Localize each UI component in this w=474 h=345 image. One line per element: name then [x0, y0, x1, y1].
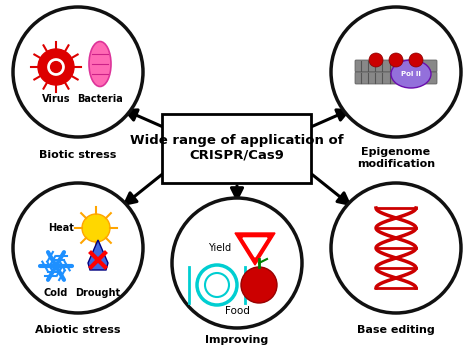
Text: Food: Food — [225, 306, 249, 316]
Polygon shape — [243, 238, 267, 257]
Circle shape — [241, 267, 277, 303]
Text: Epigenome
modification: Epigenome modification — [357, 147, 435, 169]
Text: Virus: Virus — [42, 94, 70, 104]
FancyBboxPatch shape — [355, 60, 437, 72]
Ellipse shape — [391, 60, 431, 88]
Circle shape — [331, 183, 461, 313]
Polygon shape — [235, 233, 275, 265]
Text: Yield: Yield — [208, 243, 231, 253]
Text: Drought: Drought — [75, 288, 120, 298]
Text: Pol II: Pol II — [401, 71, 421, 77]
Text: Base editing: Base editing — [357, 325, 435, 335]
Circle shape — [51, 62, 62, 72]
Text: Wide range of application of
CRISPR/Cas9: Wide range of application of CRISPR/Cas9 — [130, 134, 344, 162]
Circle shape — [82, 214, 110, 242]
Text: Abiotic stress: Abiotic stress — [35, 325, 121, 335]
FancyBboxPatch shape — [355, 72, 437, 84]
Text: Cold: Cold — [44, 288, 68, 298]
Circle shape — [331, 7, 461, 137]
Text: Heat: Heat — [48, 223, 74, 233]
Polygon shape — [88, 240, 108, 270]
Circle shape — [389, 53, 403, 67]
Circle shape — [13, 7, 143, 137]
Circle shape — [38, 49, 74, 85]
Circle shape — [409, 53, 423, 67]
Circle shape — [13, 183, 143, 313]
Circle shape — [369, 53, 383, 67]
Ellipse shape — [89, 41, 111, 87]
Text: Improving
Yield and nutrition: Improving Yield and nutrition — [179, 335, 295, 345]
Text: Biotic stress: Biotic stress — [39, 150, 117, 160]
Circle shape — [46, 57, 66, 77]
Circle shape — [172, 198, 302, 328]
Text: Bacteria: Bacteria — [77, 94, 123, 104]
FancyBboxPatch shape — [163, 114, 311, 183]
